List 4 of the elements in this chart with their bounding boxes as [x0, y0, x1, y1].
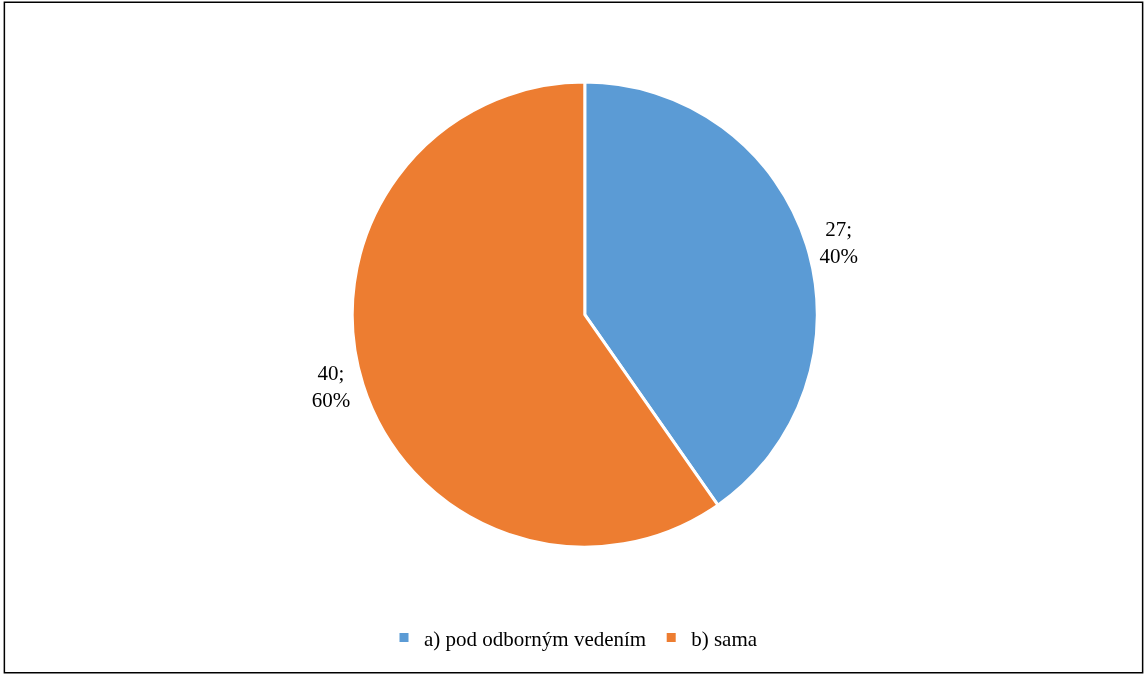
data-label: 27; 40%	[819, 216, 858, 269]
legend-label: a) pod odborným vedením	[424, 626, 647, 651]
data-label: 40; 60%	[311, 361, 351, 413]
legend-label: b) sama	[691, 626, 758, 651]
